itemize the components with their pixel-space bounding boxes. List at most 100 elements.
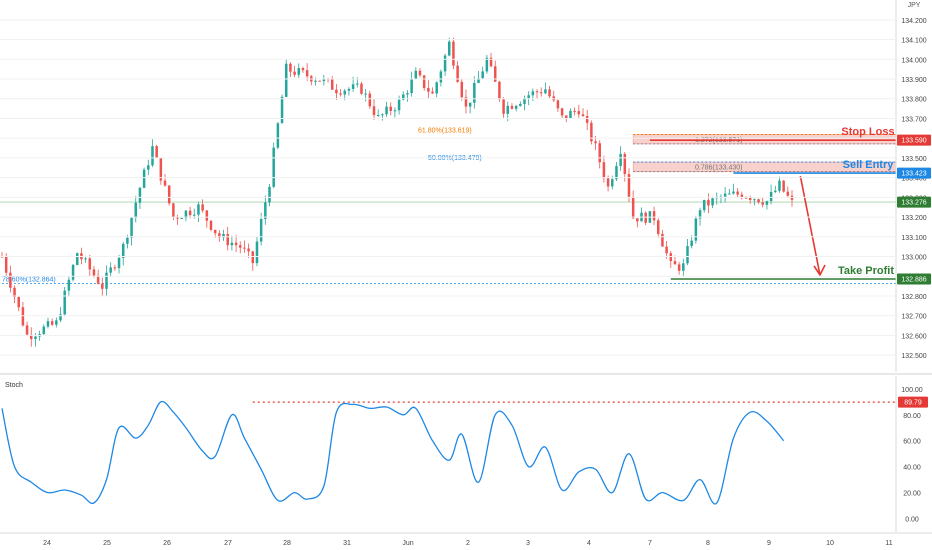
time-tick-label: 10 — [826, 540, 834, 547]
candle-body — [343, 90, 347, 95]
time-tick-label: 3 — [526, 540, 530, 547]
candle-body — [732, 191, 735, 194]
candle-body — [577, 111, 581, 115]
candle-body — [364, 93, 367, 95]
price-tick-label: 133.100 — [901, 235, 926, 242]
candle-body — [163, 180, 167, 186]
time-ticks: 24 25 26 27 28 31 Jun 2 3 4 7 8 9 10 11 — [43, 540, 893, 547]
svg-text:133.276: 133.276 — [901, 200, 926, 207]
candle-body — [101, 283, 104, 289]
candle-body — [301, 68, 305, 71]
candle-body — [96, 275, 100, 284]
candle-body — [573, 110, 576, 112]
candle-body — [489, 57, 493, 67]
candle-body — [510, 105, 514, 109]
candle-body — [201, 204, 204, 211]
candles — [0, 37, 794, 347]
candle-body — [213, 229, 217, 234]
candle-body — [585, 116, 589, 123]
candle-body — [25, 325, 29, 335]
candle-body — [598, 143, 601, 163]
candle-body — [410, 78, 413, 94]
candle-body — [46, 321, 50, 327]
candle-body — [673, 261, 677, 265]
candle-body — [389, 106, 392, 111]
candle-body — [636, 218, 639, 222]
candle-body — [268, 186, 271, 203]
candle-body — [272, 147, 275, 187]
candle-body — [351, 84, 355, 89]
candle-body — [439, 71, 443, 83]
candle-body — [75, 253, 79, 265]
candle-body — [744, 197, 748, 199]
candle-body — [761, 202, 764, 205]
candle-body — [418, 70, 422, 76]
candle-body — [669, 253, 673, 262]
candle-body — [581, 114, 585, 117]
candle-body — [247, 248, 250, 252]
take-profit-price-badge: 132.886 — [897, 273, 931, 285]
candle-body — [126, 237, 129, 244]
candle-body — [402, 94, 405, 100]
candle-body — [694, 218, 698, 241]
candle-body — [506, 105, 510, 114]
price-tick-label: 133.500 — [901, 156, 926, 163]
candle-body — [707, 199, 710, 206]
candle-body — [360, 83, 363, 94]
candle-body — [305, 70, 309, 77]
candle-body — [736, 191, 739, 195]
candle-body — [786, 191, 790, 196]
candle-body — [209, 220, 213, 230]
candle-body — [234, 242, 238, 246]
price-tick-label: 133.900 — [901, 77, 926, 84]
candle-body — [778, 180, 781, 191]
candle-body — [748, 197, 752, 200]
candle-body — [71, 264, 75, 280]
candle-body — [661, 233, 664, 247]
fib-level-label: 50.00%(133.479) — [428, 155, 482, 162]
candle-body — [682, 263, 685, 271]
candle-body — [723, 193, 727, 197]
stop-loss-label: Stop Loss — [841, 126, 894, 138]
price-tick-label: 133.800 — [901, 97, 926, 104]
candle-body — [330, 79, 334, 90]
candle-body — [565, 115, 568, 119]
candle-body — [67, 279, 71, 291]
candle-body — [30, 334, 33, 340]
candle-body — [4, 256, 8, 273]
stoch-axis-ticks: 0.00 20.00 40.00 60.00 80.00 100.00 — [901, 387, 923, 524]
candle-body — [255, 241, 259, 264]
time-tick-label: 25 — [103, 540, 111, 547]
candle-body — [314, 80, 317, 82]
candle-body — [502, 99, 505, 114]
current-price-badge: 133.276 — [897, 196, 931, 208]
candle-body — [452, 41, 455, 66]
candle-body — [218, 233, 221, 238]
candle-body — [456, 65, 459, 82]
candle-body — [105, 272, 108, 289]
candle-body — [356, 83, 359, 85]
candle-body — [447, 41, 451, 56]
candle-body — [556, 100, 560, 109]
candle-body — [134, 202, 138, 218]
stoch-tick-label: 20.00 — [903, 491, 921, 498]
price-tick-label: 134.100 — [901, 38, 926, 45]
fib-level-label: 78.60%(132.864) — [2, 276, 56, 283]
candle-body — [686, 246, 689, 264]
candle-body — [376, 115, 380, 117]
time-axis[interactable]: 24 25 26 27 28 31 Jun 2 3 4 7 8 9 10 11 — [0, 532, 932, 547]
candle-body — [464, 97, 468, 107]
candle-body — [284, 63, 288, 97]
candle-body — [176, 217, 179, 219]
candle-body — [590, 122, 593, 142]
price-axis[interactable]: JPY 132.500132.600132.700132.800132.9001… — [0, 0, 931, 372]
candle-body — [155, 146, 158, 158]
svg-text:133.590: 133.590 — [901, 138, 926, 145]
candle-body — [335, 89, 338, 94]
candle-body — [297, 68, 301, 75]
candle-body — [774, 190, 777, 193]
candle-body — [443, 55, 447, 72]
candle-body — [130, 217, 133, 238]
price-tick-label: 133.000 — [901, 255, 926, 262]
